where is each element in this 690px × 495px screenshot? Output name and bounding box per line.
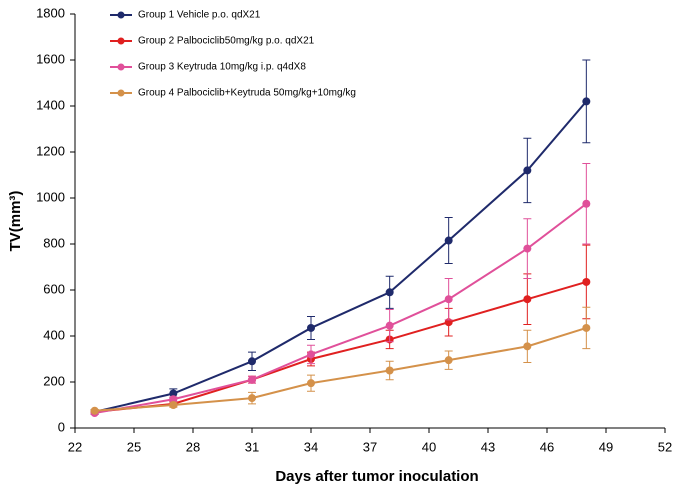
x-tick-label: 40 [422,439,436,454]
data-point [582,323,591,332]
legend-marker [117,63,125,71]
data-point [169,401,178,409]
data-point [582,277,591,286]
series-line [94,100,588,413]
data-point [582,199,591,208]
legend-label: Group 3 Keytruda 10mg/kg i.p. q4dX8 [138,62,306,73]
x-tick-label: 52 [658,439,672,454]
x-tick-label: 28 [186,439,200,454]
x-tick-label: 43 [481,439,495,454]
legend-label: Group 4 Palbociclib+Keytruda 50mg/kg+10m… [138,88,356,99]
data-point [307,350,315,359]
data-point [444,236,453,245]
series-line [94,326,587,412]
y-tick-label: 1800 [36,5,65,20]
series-line [94,202,587,415]
data-point [444,356,453,365]
x-tick-label: 34 [304,439,318,454]
y-tick-label: 1600 [36,51,65,66]
y-tick-label: 1000 [36,189,65,204]
x-tick-label: 37 [363,439,377,454]
y-axis-label: TV(mm³) [7,191,24,252]
data-point [523,244,532,253]
x-tick-label: 46 [540,439,554,454]
y-tick-label: 1200 [36,143,65,158]
data-point [248,394,256,403]
y-tick-label: 0 [58,419,65,434]
y-tick-label: 400 [43,327,65,342]
legend-marker [117,11,125,19]
data-point [582,97,591,106]
y-tick-label: 800 [43,235,65,250]
x-tick-label: 49 [599,439,613,454]
data-point [385,321,394,330]
y-tick-label: 1400 [36,97,65,112]
legend-label: Group 1 Vehicle p.o. qdX21 [138,10,261,21]
legend-label: Group 2 Palbociclib50mg/kg p.o. qdX21 [138,36,315,47]
series-line [94,280,587,413]
y-tick-label: 600 [43,281,65,296]
data-point [248,357,256,366]
data-point [169,389,178,398]
data-point [385,288,394,297]
legend-marker [117,89,125,97]
data-point [444,295,453,304]
data-point [169,395,178,404]
y-tick-label: 200 [43,373,65,388]
legend-marker [117,37,125,45]
data-point [523,342,532,351]
data-point [523,295,532,304]
data-point [90,406,99,415]
x-axis-label: Days after tumor inoculation [275,468,478,485]
data-point [523,166,532,175]
x-tick-label: 31 [245,439,259,454]
data-point [248,375,256,384]
x-tick-label: 22 [68,439,82,454]
data-point [385,366,394,375]
data-point [307,379,315,388]
data-point [307,323,315,332]
x-tick-label: 25 [127,439,141,454]
